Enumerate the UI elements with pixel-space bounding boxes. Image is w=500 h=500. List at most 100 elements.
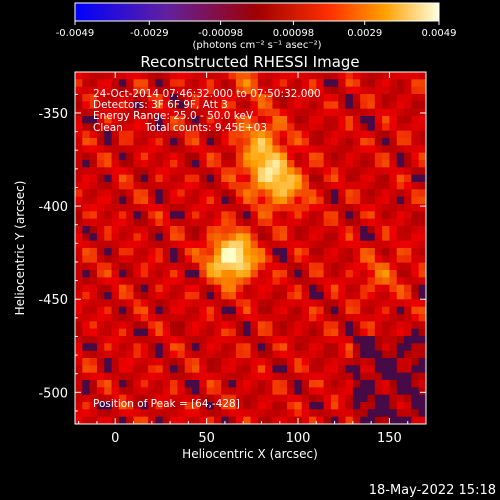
heatmap-cell [382, 123, 390, 132]
heatmap-cell [360, 328, 368, 337]
heatmap-cell [411, 299, 420, 308]
heatmap-cell [184, 365, 193, 374]
heatmap-cell [140, 270, 149, 278]
heatmap-cell [287, 328, 295, 337]
heatmap-cell [192, 255, 200, 264]
heatmap-cell [272, 204, 281, 212]
heatmap-cell [338, 328, 346, 337]
heatmap-cell [389, 86, 398, 95]
heatmap-cell [75, 255, 83, 264]
heatmap-cell [265, 72, 273, 80]
heatmap-cell [133, 211, 142, 220]
heatmap-cell [272, 108, 281, 117]
heatmap-cell [162, 211, 171, 220]
heatmap-cell [309, 226, 317, 234]
heatmap-cell [155, 138, 164, 146]
heatmap-cell [389, 79, 398, 88]
heatmap-cell [272, 196, 281, 205]
heatmap-cell [279, 306, 288, 315]
heatmap-cell [155, 306, 164, 315]
heatmap-cell [338, 226, 346, 234]
heatmap-cell [206, 145, 215, 154]
heatmap-cell [330, 72, 339, 80]
heatmap-cell [206, 365, 215, 374]
heatmap-cell [323, 123, 332, 132]
heatmap-cell [140, 189, 149, 198]
heatmap-cell [170, 306, 178, 315]
heatmap-cell [404, 196, 412, 205]
heatmap-cell [118, 262, 127, 271]
heatmap-cell [96, 409, 105, 418]
heatmap-cell [82, 336, 91, 344]
heatmap-cell [89, 101, 98, 110]
heatmap-cell [184, 255, 193, 264]
heatmap-cell [250, 343, 259, 352]
heatmap-cell [330, 402, 339, 410]
heatmap-cell [345, 211, 354, 220]
heatmap-cell [155, 255, 164, 264]
heatmap-cell [287, 292, 295, 300]
heatmap-cell [162, 358, 171, 366]
heatmap-cell [199, 167, 208, 176]
heatmap-cell [411, 365, 420, 374]
heatmap-cell [96, 160, 105, 168]
heatmap-cell [382, 160, 390, 168]
heatmap-cell [104, 79, 112, 88]
heatmap-cell [82, 167, 91, 176]
heatmap-cell [118, 101, 127, 110]
heatmap-cell [316, 204, 325, 212]
heatmap-cell [418, 394, 426, 403]
heatmap-cell [265, 350, 273, 359]
heatmap-cell [374, 116, 383, 124]
heatmap-cell [89, 328, 98, 337]
heatmap-cell [287, 402, 295, 410]
heatmap-cell [389, 409, 398, 418]
annotation-clean: Clean [93, 122, 123, 134]
heatmap-cell [330, 336, 339, 344]
heatmap-cell [411, 130, 420, 139]
heatmap-cell [316, 365, 325, 374]
heatmap-cell [184, 409, 193, 418]
heatmap-cell [279, 123, 288, 132]
heatmap-cell [287, 284, 295, 293]
heatmap-cell [250, 233, 259, 242]
heatmap-cell [287, 240, 295, 249]
heatmap-cell [162, 262, 171, 271]
heatmap-cell [75, 196, 83, 205]
heatmap-cell [279, 101, 288, 110]
heatmap-cell [221, 262, 229, 271]
heatmap-cell [221, 196, 229, 205]
heatmap-cell [411, 211, 420, 220]
heatmap-cell [316, 160, 325, 168]
heatmap-cell [82, 365, 91, 374]
heatmap-cell [309, 402, 317, 410]
heatmap-cell [316, 101, 325, 110]
heatmap-cell [257, 145, 266, 154]
heatmap-cell [155, 167, 164, 176]
heatmap-cell [155, 204, 164, 212]
heatmap-cell [330, 321, 339, 330]
heatmap-cell [206, 211, 215, 220]
heatmap-cell [89, 240, 98, 249]
heatmap-cell [338, 387, 346, 396]
heatmap-cell [213, 130, 222, 139]
heatmap-cell [133, 350, 142, 359]
heatmap-cell [184, 233, 193, 242]
heatmap-cell [316, 277, 325, 286]
heatmap-cell [374, 336, 383, 344]
heatmap-cell [316, 321, 325, 330]
heatmap-cell [374, 152, 383, 161]
heatmap-cell [82, 94, 91, 102]
heatmap-cell [192, 182, 200, 190]
heatmap-cell [96, 358, 105, 366]
heatmap-cell [118, 248, 127, 256]
heatmap-cell [177, 72, 186, 80]
heatmap-cell [374, 380, 383, 388]
heatmap-cell [133, 321, 142, 330]
heatmap-cell [250, 152, 259, 161]
heatmap-cell [279, 196, 288, 205]
heatmap-cell [133, 72, 142, 80]
heatmap-cell [133, 145, 142, 154]
heatmap-cell [155, 86, 164, 95]
heatmap-cell [177, 270, 186, 278]
